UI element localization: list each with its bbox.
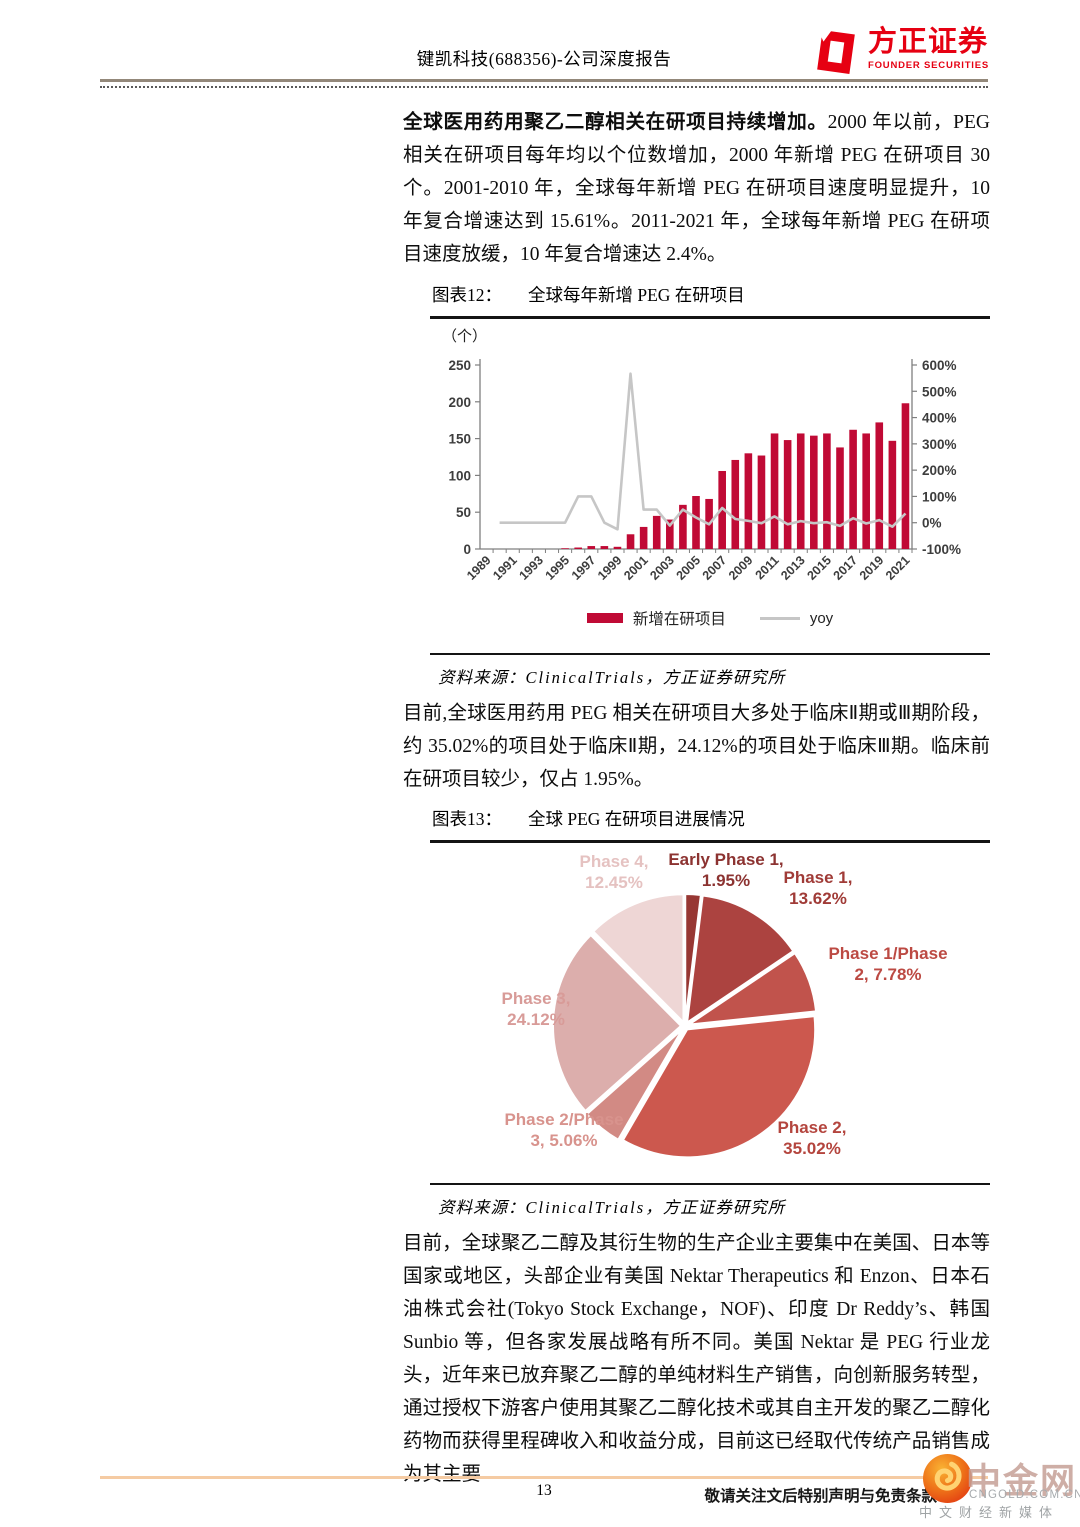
svg-text:500%: 500% bbox=[922, 384, 957, 399]
footer-rule bbox=[100, 1476, 988, 1479]
svg-text:1997: 1997 bbox=[569, 553, 599, 583]
watermark-name: 中金网 bbox=[966, 1462, 1078, 1501]
cngold-watermark: 中金网 CNGOLD.COM.CN 中文财经新媒体 bbox=[903, 1446, 1080, 1524]
pie-label-early-phase1: Early Phase 1, 1.95% bbox=[668, 850, 784, 890]
source-prefix: 资料来源： bbox=[438, 668, 526, 687]
pie-label-phase2-phase3: Phase 2/Phase 3, 5.06% bbox=[504, 1110, 624, 1150]
pie-chart: Phase 4, 12.45% Early Phase 1, 1.95% Pha… bbox=[430, 843, 990, 1183]
svg-text:250: 250 bbox=[448, 358, 471, 373]
logo-text-en: FOUNDER SECURITIES bbox=[868, 60, 990, 71]
source-tail: ，方正证券研究所 bbox=[645, 668, 786, 687]
svg-text:2011: 2011 bbox=[753, 553, 782, 582]
svg-text:300%: 300% bbox=[922, 437, 957, 452]
figure-12-label: 图表12： bbox=[432, 285, 502, 305]
cngold-logo-icon bbox=[923, 1454, 972, 1503]
figure-13-title: 全球 PEG 在研项目进展情况 bbox=[528, 809, 745, 829]
figure-12-title: 全球每年新增 PEG 在研项目 bbox=[528, 285, 745, 305]
chart-legend: 新增在研项目 yoy bbox=[430, 603, 990, 633]
svg-text:2003: 2003 bbox=[647, 553, 677, 583]
svg-text:400%: 400% bbox=[922, 411, 957, 426]
svg-text:100: 100 bbox=[448, 468, 471, 483]
svg-text:2019: 2019 bbox=[857, 553, 887, 583]
watermark-tagline: 中文财经新媒体 bbox=[919, 1505, 1060, 1520]
svg-text:150: 150 bbox=[448, 432, 471, 447]
source-prefix: 资料来源： bbox=[438, 1198, 526, 1217]
paragraph-lead-rest: 2000 年以前，PEG 相关在研项目每年均以个位数增加，2000 年新增 PE… bbox=[403, 112, 990, 265]
svg-text:200%: 200% bbox=[922, 463, 957, 478]
logo-text-cn: 方正证券 bbox=[868, 26, 989, 58]
legend-bar-swatch bbox=[586, 613, 623, 623]
svg-text:2007: 2007 bbox=[700, 553, 730, 583]
svg-text:1993: 1993 bbox=[516, 553, 546, 583]
watermark-domain: CNGOLD.COM.CN bbox=[969, 1489, 1080, 1501]
svg-text:2015: 2015 bbox=[804, 553, 834, 583]
pie-label-phase2: Phase 2, 35.02% bbox=[777, 1118, 847, 1158]
svg-text:1995: 1995 bbox=[543, 553, 573, 583]
legend-bar-label: 新增在研项目 bbox=[632, 611, 726, 628]
legend-line-label: yoy bbox=[809, 609, 834, 627]
pie-chart-svg bbox=[552, 893, 818, 1159]
header-rule-dotted bbox=[100, 86, 988, 88]
figure-12-source: 资料来源：ClinicalTrials，方正证券研究所 bbox=[430, 653, 990, 688]
svg-text:2001: 2001 bbox=[621, 553, 651, 583]
svg-text:0: 0 bbox=[463, 542, 471, 557]
pie-label-phase4: Phase 4, 12.45% bbox=[579, 852, 649, 892]
svg-text:1991: 1991 bbox=[490, 553, 520, 583]
pie-label-phase1: Phase 1, 13.62% bbox=[783, 868, 853, 908]
source-latin: ClinicalTrials bbox=[525, 668, 646, 687]
svg-text:-100%: -100% bbox=[922, 542, 961, 557]
svg-text:1999: 1999 bbox=[595, 553, 625, 583]
pie-label-phase1-phase2: Phase 1/Phase 2, 7.78% bbox=[828, 944, 948, 984]
svg-text:200: 200 bbox=[448, 395, 471, 410]
header-rule-solid bbox=[100, 79, 988, 82]
svg-text:（个）: （个） bbox=[442, 328, 487, 345]
paragraph-peg-growth: 全球医用药用聚乙二醇相关在研项目持续增加。2000 年以前，PEG 相关在研项目… bbox=[403, 106, 990, 271]
paragraph-lead-bold: 全球医用药用聚乙二醇相关在研项目持续增加。 bbox=[403, 112, 828, 133]
disclaimer-notice: 敬请关注文后特别声明与免责条款 bbox=[704, 1488, 937, 1505]
source-tail: ，方正证券研究所 bbox=[645, 1198, 786, 1217]
founder-logo-icon bbox=[817, 28, 855, 74]
svg-text:100%: 100% bbox=[922, 489, 957, 504]
figure-13-caption: 图表13： 全球 PEG 在研项目进展情况 bbox=[430, 804, 990, 843]
pie-label-phase3: Phase 3, 24.12% bbox=[501, 989, 571, 1029]
figure-12-caption: 图表12： 全球每年新增 PEG 在研项目 bbox=[430, 280, 990, 319]
svg-text:2017: 2017 bbox=[831, 553, 861, 583]
svg-text:0%: 0% bbox=[922, 516, 942, 531]
figure-13-label: 图表13： bbox=[432, 809, 502, 829]
svg-text:600%: 600% bbox=[922, 358, 957, 373]
source-latin: ClinicalTrials bbox=[525, 1198, 646, 1217]
legend-line-swatch bbox=[759, 616, 800, 620]
figure-13: 图表13： 全球 PEG 在研项目进展情况 Phase 4, 12.45% Ea… bbox=[430, 804, 990, 1218]
svg-text:2009: 2009 bbox=[726, 553, 756, 583]
founder-securities-logo: 方正证券 FOUNDER SECURITIES bbox=[811, 27, 989, 77]
svg-text:2005: 2005 bbox=[674, 553, 704, 583]
svg-text:2021: 2021 bbox=[883, 553, 913, 583]
figure-13-source: 资料来源：ClinicalTrials，方正证券研究所 bbox=[430, 1183, 990, 1218]
svg-text:2013: 2013 bbox=[778, 553, 808, 583]
paragraph-clinical-phases: 目前,全球医用药用 PEG 相关在研项目大多处于临床Ⅱ期或Ⅲ期阶段，约 35.0… bbox=[403, 703, 990, 790]
svg-text:50: 50 bbox=[456, 505, 471, 520]
bar-line-chart: （个） 0 50 100 150 200 250 -100% 0% 100% 200% 300% 400… bbox=[430, 319, 990, 599]
document-title: 键凯科技(688356)-公司深度报告 bbox=[416, 49, 672, 69]
page-number: 13 bbox=[536, 1482, 552, 1499]
bar-line-chart-svg: （个） 0 50 100 150 200 250 -100% 0% 100% 200% 300% 400… bbox=[442, 328, 961, 583]
figure-12: 图表12： 全球每年新增 PEG 在研项目 （个） 0 50 100 150 200 250… bbox=[430, 280, 990, 688]
paragraph-peg-manufacturers: 目前，全球聚乙二醇及其衍生物的生产企业主要集中在美国、日本等国家或地区，头部企业… bbox=[403, 1233, 990, 1485]
svg-text:1989: 1989 bbox=[464, 553, 494, 583]
